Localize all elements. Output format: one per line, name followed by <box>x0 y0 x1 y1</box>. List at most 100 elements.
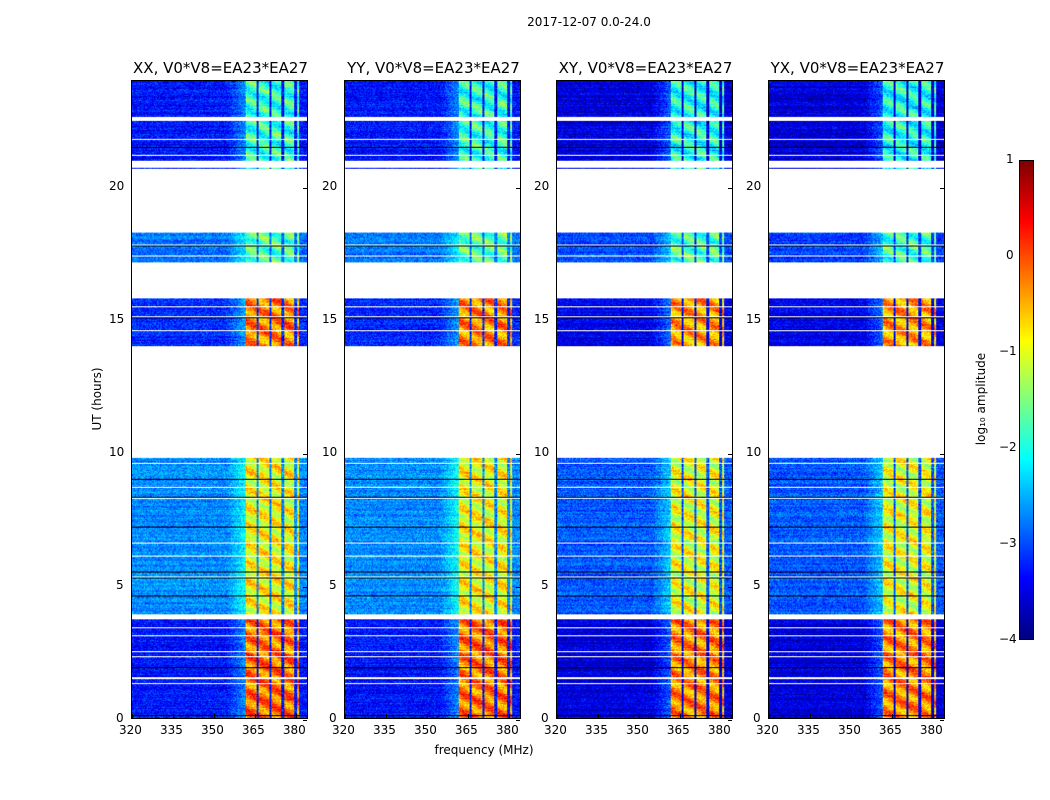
y-tick-label: 0 <box>116 711 124 725</box>
x-tick-mark <box>295 714 297 718</box>
x-tick-mark <box>769 714 770 718</box>
heatmap-image <box>769 81 944 718</box>
x-tick-label: 320 <box>756 723 779 737</box>
colorbar-tick-label: 1 <box>1006 152 1014 166</box>
x-tick-label: 350 <box>625 723 649 737</box>
y-tick-mark <box>303 187 307 189</box>
y-tick-mark <box>303 720 307 721</box>
panel-title: YY, V0*V8=EA23*EA27 <box>347 59 520 77</box>
x-tick-label: 365 <box>666 723 690 737</box>
panel-title: XX, V0*V8=EA23*EA27 <box>133 59 308 77</box>
x-tick-mark <box>426 714 428 718</box>
y-tick-mark <box>940 453 944 455</box>
x-tick-label: 365 <box>878 723 902 737</box>
y-tick-mark <box>516 453 520 455</box>
x-tick-label: 380 <box>707 723 731 737</box>
y-tick-mark <box>728 586 732 588</box>
y-tick-label: 20 <box>534 178 550 193</box>
x-tick-label: 350 <box>413 723 437 737</box>
y-tick-label: 15 <box>109 311 125 326</box>
y-tick-label: 10 <box>534 444 550 459</box>
y-tick-label: 20 <box>322 178 338 193</box>
x-tick-label: 380 <box>495 723 519 737</box>
x-tick-mark <box>597 714 599 718</box>
y-tick-label: 15 <box>322 311 338 326</box>
y-tick-mark <box>303 320 307 322</box>
y-tick-label: 5 <box>541 577 549 592</box>
y-tick-label: 5 <box>753 577 761 592</box>
x-tick-label: 380 <box>282 723 306 737</box>
y-tick-mark <box>728 187 732 189</box>
y-tick-mark <box>728 720 732 721</box>
colorbar-label: log₁₀ amplitude <box>974 352 988 446</box>
heatmap-image <box>132 81 307 718</box>
y-tick-label: 10 <box>109 444 125 459</box>
y-tick-mark <box>940 320 944 322</box>
y-tick-label: 15 <box>746 311 762 326</box>
x-tick-label: 380 <box>919 723 943 737</box>
heatmap-panel: YY, V0*V8=EA23*EA27 <box>344 59 521 721</box>
x-tick-mark <box>679 714 681 718</box>
y-tick-mark <box>516 187 520 189</box>
y-tick-label: 20 <box>109 178 125 193</box>
heatmap-panel: XX, V0*V8=EA23*EA27 <box>131 59 308 721</box>
x-tick-label: 350 <box>837 723 861 737</box>
y-tick-mark <box>303 453 307 455</box>
heatmap-image <box>557 81 732 718</box>
y-axis-label: UT (hours) <box>90 367 104 431</box>
figure-title: 2017-12-07 0.0-24.0 <box>527 15 651 29</box>
x-tick-label: 365 <box>241 723 265 737</box>
y-tick-label: 10 <box>322 444 338 459</box>
y-tick-label: 0 <box>329 711 337 725</box>
x-tick-mark <box>720 714 722 718</box>
colorbar-gradient <box>1020 161 1033 639</box>
x-tick-mark <box>638 714 640 718</box>
x-tick-label: 335 <box>796 723 820 737</box>
x-tick-label: 320 <box>332 723 355 737</box>
y-tick-label: 5 <box>116 577 124 592</box>
y-tick-label: 15 <box>534 311 550 326</box>
x-tick-label: 335 <box>159 723 183 737</box>
x-tick-label: 335 <box>584 723 608 737</box>
x-tick-label: 335 <box>372 723 396 737</box>
colorbar-tick-label: −4 <box>999 632 1017 646</box>
y-tick-mark <box>516 320 520 322</box>
y-tick-mark <box>303 586 307 588</box>
colorbar <box>1019 160 1034 640</box>
x-tick-mark <box>891 714 893 718</box>
y-tick-label: 10 <box>746 444 762 459</box>
y-tick-label: 20 <box>746 178 762 193</box>
panel-title: YX, V0*V8=EA23*EA27 <box>770 59 945 77</box>
x-tick-label: 365 <box>454 723 478 737</box>
x-tick-label: 320 <box>544 723 567 737</box>
x-tick-mark <box>172 714 174 718</box>
x-tick-mark <box>809 714 811 718</box>
x-tick-mark <box>385 714 387 718</box>
panel-title: XY, V0*V8=EA23*EA27 <box>558 59 733 77</box>
x-tick-mark <box>508 714 510 718</box>
colorbar-tick-label: −1 <box>999 344 1017 358</box>
heatmap-panel: XY, V0*V8=EA23*EA27 <box>556 59 733 721</box>
y-tick-mark <box>940 187 944 189</box>
x-tick-mark <box>467 714 469 718</box>
x-tick-label: 320 <box>119 723 142 737</box>
x-tick-mark <box>557 714 558 718</box>
x-tick-label: 350 <box>200 723 224 737</box>
y-tick-label: 0 <box>541 711 549 725</box>
y-tick-mark <box>728 453 732 455</box>
x-tick-mark <box>850 714 852 718</box>
x-tick-mark <box>254 714 256 718</box>
y-tick-mark <box>940 586 944 588</box>
y-tick-mark <box>516 586 520 588</box>
heatmap-panel: YX, V0*V8=EA23*EA27 <box>768 59 945 721</box>
colorbar-tick-label: −2 <box>999 440 1017 454</box>
colorbar-tick-label: 0 <box>1006 248 1014 262</box>
heatmap-image <box>345 81 520 718</box>
y-tick-mark <box>728 320 732 322</box>
y-tick-label: 5 <box>329 577 337 592</box>
x-tick-mark <box>213 714 215 718</box>
x-axis-label: frequency (MHz) <box>434 743 534 757</box>
colorbar-tick-label: −3 <box>999 536 1017 550</box>
x-tick-mark <box>345 714 346 718</box>
